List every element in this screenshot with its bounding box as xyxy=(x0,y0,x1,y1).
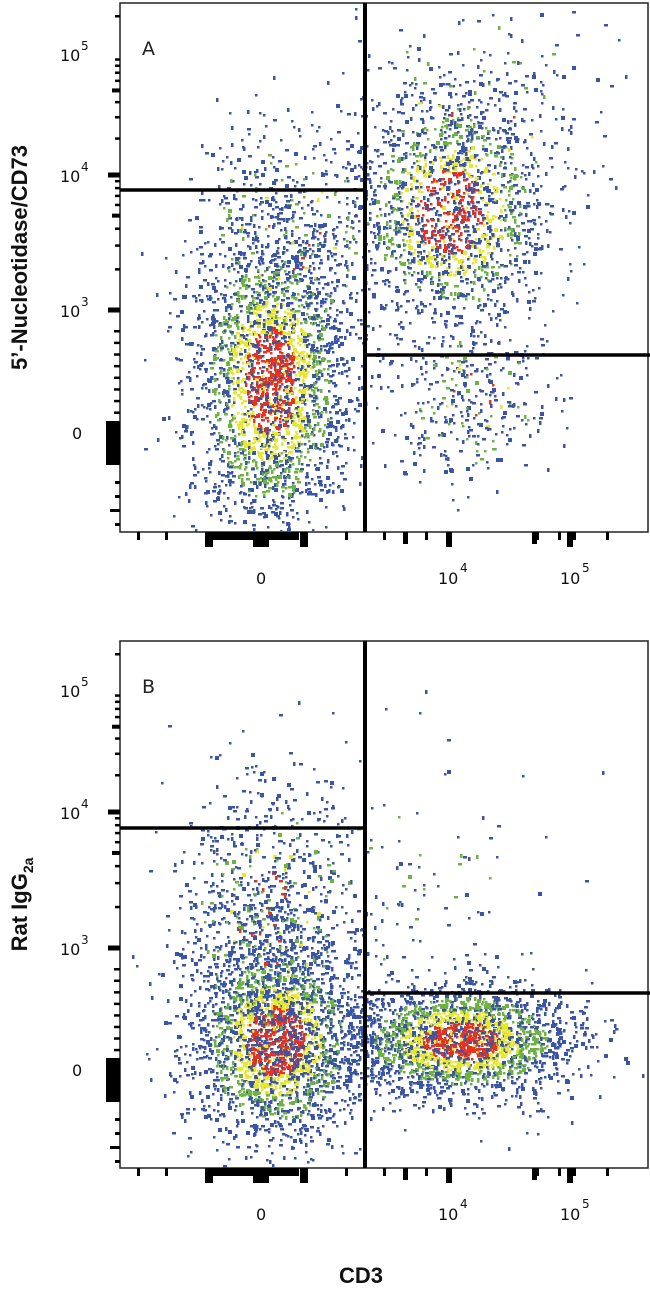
y-axis-labels: 10 510 410 30 xyxy=(60,675,89,1080)
x-axis-ticks xyxy=(137,1168,609,1183)
panel-letter: A xyxy=(142,38,155,60)
event-dots xyxy=(132,690,645,1168)
y-axis-title: Rat IgG2a xyxy=(7,857,36,951)
x-axis-ticks xyxy=(137,532,609,547)
y-axis-title: 5’-Nucleotidase/CD73 xyxy=(7,145,32,370)
panel-letter: B xyxy=(142,676,155,698)
y-axis-labels: 10 510 410 30 xyxy=(60,39,89,443)
y-axis-ticks xyxy=(106,15,120,526)
event-dots xyxy=(141,8,628,533)
x-axis-title: CD3 xyxy=(339,1263,383,1288)
y-axis-ticks xyxy=(106,653,120,1163)
